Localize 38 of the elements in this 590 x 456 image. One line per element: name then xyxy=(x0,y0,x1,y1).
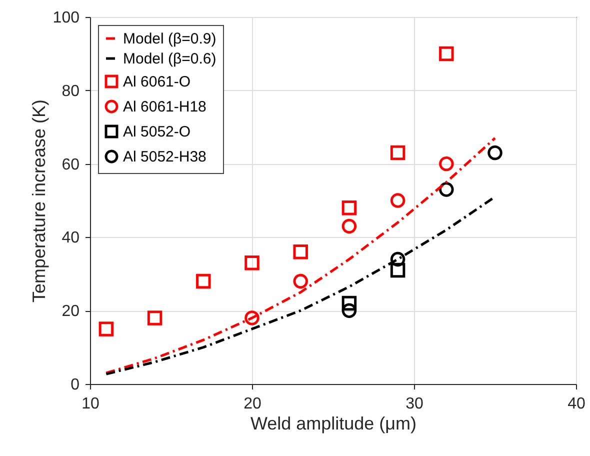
legend-label: Model (β=0.6) xyxy=(123,50,216,68)
point xyxy=(488,145,502,160)
x-tick-label: 40 xyxy=(568,396,586,412)
point xyxy=(390,252,406,267)
point xyxy=(244,256,260,270)
point xyxy=(439,46,454,62)
point xyxy=(244,310,260,326)
point xyxy=(98,322,114,336)
point xyxy=(439,156,454,172)
legend-label: Al 6061-H18 xyxy=(123,98,206,116)
y-tick-label: 40 xyxy=(62,230,80,247)
legend-label: Model (β=0.9) xyxy=(123,30,216,48)
point xyxy=(390,262,406,278)
point xyxy=(439,182,454,197)
point xyxy=(196,274,211,289)
point xyxy=(390,145,406,160)
point xyxy=(342,200,357,216)
point xyxy=(293,244,308,260)
legend-label: Al 5052-O xyxy=(123,124,191,140)
y-tick-label: 100 xyxy=(52,10,80,26)
y-axis-title: Temperature increase (K) xyxy=(28,99,49,303)
line-series xyxy=(104,136,496,374)
x-tick-label: 30 xyxy=(406,396,424,412)
x-tick-label: 20 xyxy=(244,396,262,412)
legend-label: Al 6061-O xyxy=(123,74,191,90)
point xyxy=(147,310,162,326)
y-tick-label: 20 xyxy=(62,303,80,320)
point xyxy=(390,193,406,208)
y-tick-label: 80 xyxy=(62,82,80,100)
y-tick-label: 60 xyxy=(62,156,80,174)
point xyxy=(293,274,308,289)
point xyxy=(342,296,357,311)
x-tick-label: 10 xyxy=(82,396,100,412)
y-tick-label: 0 xyxy=(70,376,80,394)
point xyxy=(342,303,357,318)
x-axis-title: Weld amplitude (μm) xyxy=(250,414,417,434)
legend-label: Al 5052-H38 xyxy=(123,148,206,166)
point xyxy=(342,218,357,234)
